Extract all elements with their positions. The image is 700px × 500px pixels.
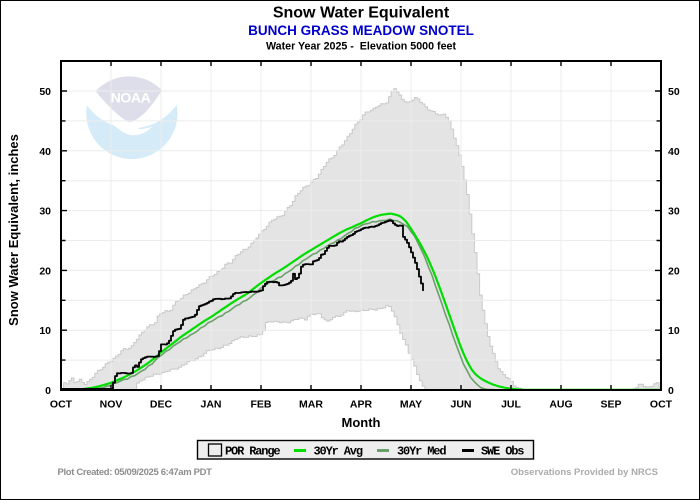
svg-text:MAR: MAR (299, 399, 323, 411)
svg-text:Plot Created: 05/09/2025 6:47a: Plot Created: 05/09/2025 6:47am PDT (58, 467, 213, 478)
svg-text:JUN: JUN (450, 399, 471, 411)
svg-text:0: 0 (668, 385, 674, 397)
svg-text:30Yr Med: 30Yr Med (397, 445, 446, 459)
svg-text:50: 50 (39, 86, 51, 98)
svg-text:OCT: OCT (50, 399, 73, 411)
svg-text:Month: Month (342, 415, 381, 430)
svg-text:Snow Water Equivalent, inches: Snow Water Equivalent, inches (6, 134, 21, 326)
svg-text:20: 20 (668, 265, 680, 277)
svg-text:40: 40 (39, 146, 51, 158)
svg-text:DEC: DEC (150, 399, 173, 411)
svg-text:MAY: MAY (400, 399, 422, 411)
svg-text:10: 10 (668, 325, 680, 337)
svg-text:AUG: AUG (549, 399, 572, 411)
svg-text:OCT: OCT (650, 399, 673, 411)
svg-text:SWE Obs: SWE Obs (481, 445, 524, 459)
svg-text:JUL: JUL (501, 399, 521, 411)
svg-text:FEB: FEB (251, 399, 272, 411)
svg-text:30: 30 (39, 206, 51, 218)
svg-text:Water Year 2025 - Elevation 5: Water Year 2025 - Elevation 5000 feet (266, 41, 457, 53)
svg-text:JAN: JAN (200, 399, 221, 411)
svg-text:APR: APR (350, 399, 373, 411)
svg-text:30: 30 (668, 206, 680, 218)
svg-text:SEP: SEP (600, 399, 621, 411)
svg-text:BUNCH GRASS MEADOW SNOTEL: BUNCH GRASS MEADOW SNOTEL (248, 23, 474, 38)
svg-text:0: 0 (45, 385, 51, 397)
svg-text:Snow Water Equivalent: Snow Water Equivalent (273, 5, 450, 22)
svg-text:NOAA: NOAA (111, 90, 151, 106)
svg-text:30Yr Avg: 30Yr Avg (314, 445, 363, 459)
svg-text:20: 20 (39, 265, 51, 277)
svg-text:50: 50 (668, 86, 680, 98)
svg-text:NOV: NOV (100, 399, 123, 411)
svg-text:POR Range: POR Range (225, 445, 280, 459)
svg-text:10: 10 (39, 325, 51, 337)
svg-text:40: 40 (668, 146, 680, 158)
svg-text:Observations Provided by NRCS: Observations Provided by NRCS (511, 467, 658, 478)
